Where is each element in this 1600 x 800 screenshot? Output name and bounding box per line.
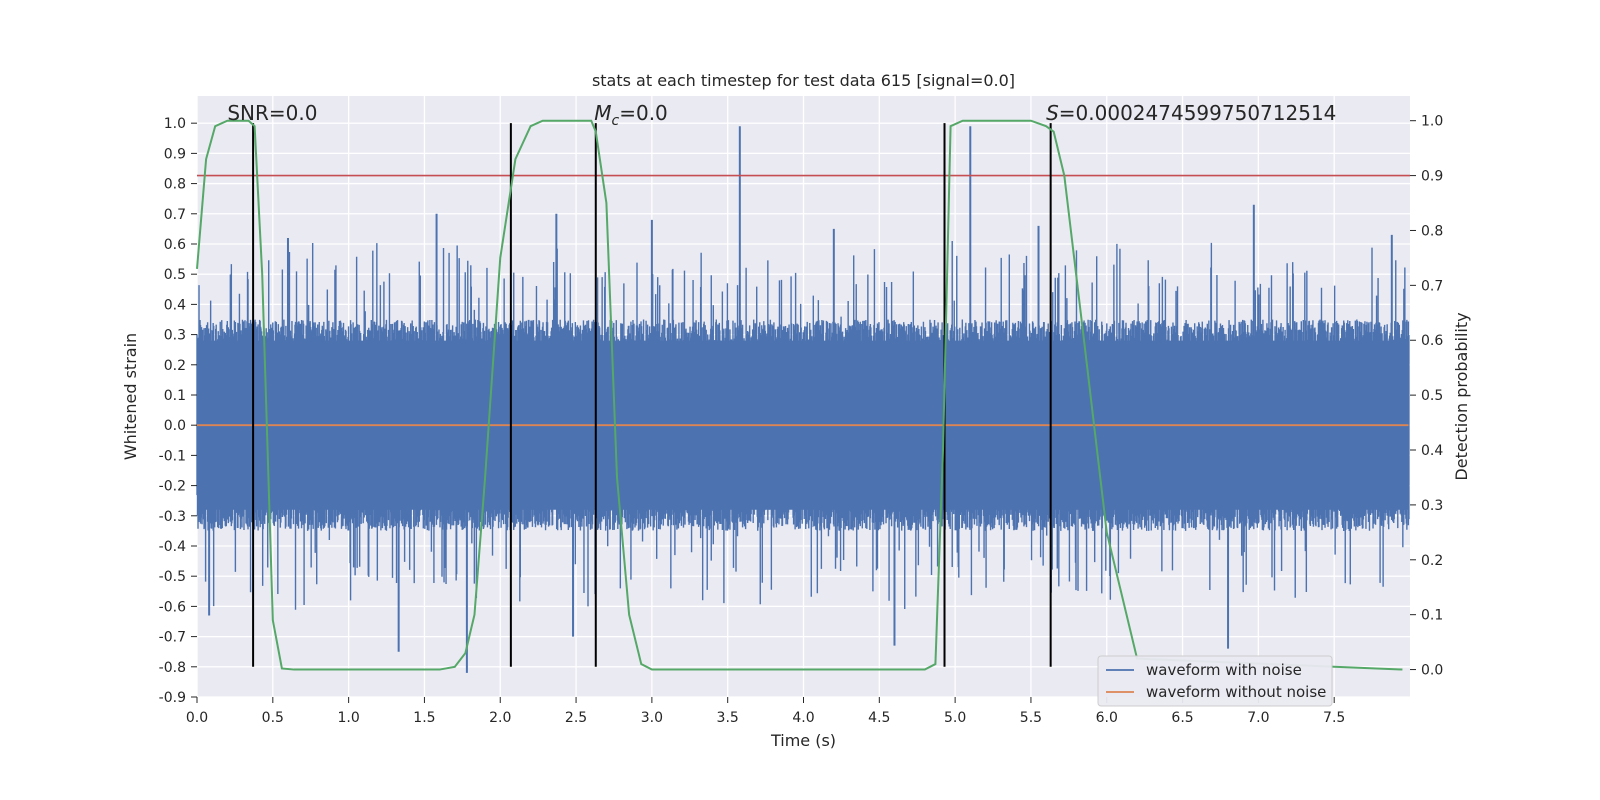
x-tick-label: 4.5 [868,710,890,726]
legend-label: waveform without noise [1146,683,1326,701]
x-tick-label: 1.5 [413,710,435,726]
y-axis-label: Whitened strain [121,333,140,460]
x-tick-label: 6.0 [1096,710,1118,726]
x-tick-label: 1.0 [337,710,359,726]
y-tick-label: -0.5 [159,569,186,585]
y2-tick-label: 0.5 [1421,388,1443,404]
legend: waveform with noise waveform without nois… [1097,655,1333,707]
x-tick-label: 0.5 [262,710,284,726]
y-tick-label: 0.9 [164,146,186,162]
x-tick-label: 2.5 [565,710,587,726]
annotation-0: SNR=0.0 [227,101,317,125]
x-tick-label: 3.0 [641,710,663,726]
y2-tick-label: 0.6 [1421,333,1443,349]
y2-tick-label: 1.0 [1421,114,1443,130]
y2-tick-label: 0.1 [1421,608,1443,624]
x-tick-label: 5.0 [944,710,966,726]
y-tick-label: -0.3 [159,509,186,525]
annotation-2: S=0.0002474599750712514 [1046,101,1336,125]
x-tick-label: 2.0 [489,710,511,726]
y-tick-label: 0.7 [164,207,186,223]
y-tick-label: -0.6 [159,599,186,615]
y-tick-label: 0.0 [164,418,186,434]
y-tick-label: 0.8 [164,177,186,193]
annotations: SNR=0.0 Mc=0.0 S=0.0002474599750712514 [227,101,1336,129]
x-tick-label: 0.0 [186,710,208,726]
y-tick-label: 0.2 [164,358,186,374]
line-series-layer [196,119,1410,671]
legend-box [1097,655,1333,707]
y2-tick-label: 0.4 [1421,443,1443,459]
y-tick-label: 0.3 [164,328,186,344]
y-tick-label: 0.6 [164,237,186,253]
y2-tick-label: 0.0 [1421,663,1443,679]
legend-label: waveform with noise [1146,661,1302,679]
y-tick-label: -0.8 [159,660,186,676]
y-tick-label: -0.1 [159,448,186,464]
x-tick-label: 3.5 [717,710,739,726]
axis-layer: 0.0 0.5 1.0 1.5 2.0 2.5 3.0 3.5 4.0 4.5 5.0 5.5 6.0 6… [159,114,1444,726]
y2-tick-label: 0.2 [1421,553,1443,569]
y-tick-label: -0.2 [159,479,186,495]
chart-title: stats at each timestep for test data 615… [592,71,1015,90]
y2-axis-label: Detection probability [1452,312,1471,480]
y-tick-label: 0.1 [164,388,186,404]
annotation-1: Mc=0.0 [594,101,668,129]
detection-probability-line [196,119,1403,671]
y-tick-label: -0.4 [159,539,186,555]
x-tick-label: 7.0 [1247,710,1269,726]
y-tick-label: 0.4 [164,297,186,313]
x-tick-label: 5.5 [1020,710,1042,726]
y2-tick-label: 0.7 [1421,278,1443,294]
y-tick-label: -0.7 [159,630,186,646]
y2-tick-label: 0.9 [1421,169,1443,185]
x-tick-label: 6.5 [1171,710,1193,726]
x-tick-label: 7.5 [1323,710,1345,726]
y-tick-label: 0.5 [164,267,186,283]
x-axis-label: Time (s) [770,731,836,750]
y2-tick-label: 0.3 [1421,498,1443,514]
x-tick-label: 4.0 [792,710,814,726]
y2-tick-label: 0.8 [1421,223,1443,239]
y-tick-label: -0.9 [159,690,186,706]
y-tick-label: 1.0 [164,116,186,132]
